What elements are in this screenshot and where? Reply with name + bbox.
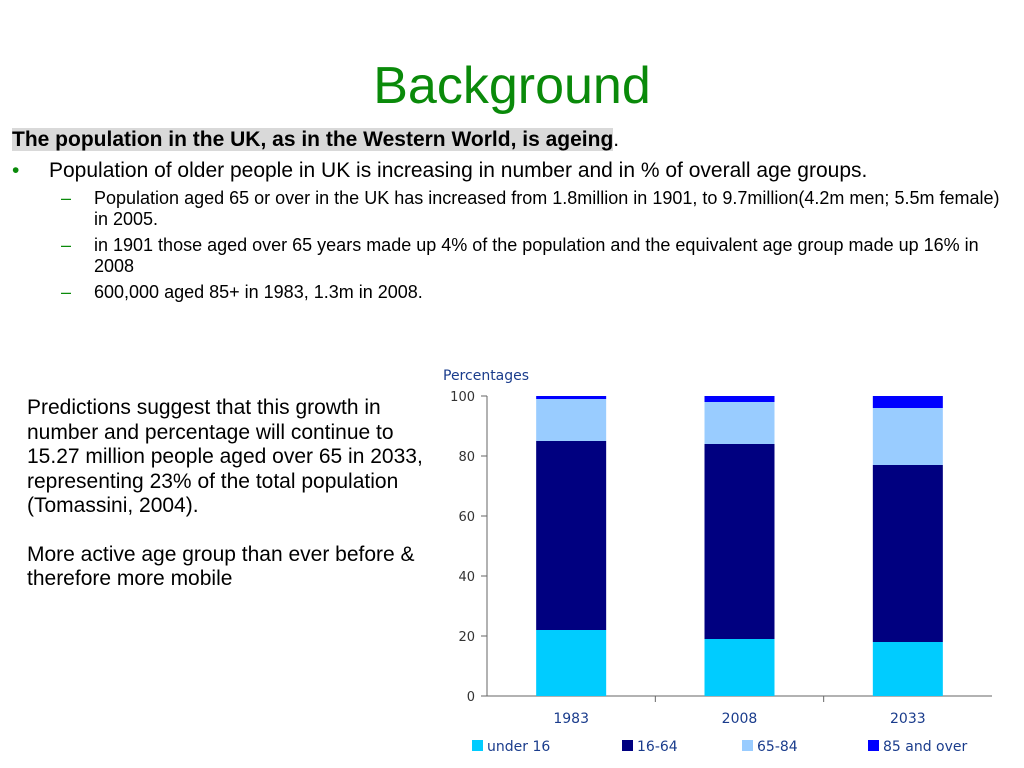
bar-segment <box>872 408 943 465</box>
sub-bullet-text: in 1901 those aged over 65 years made up… <box>94 235 979 276</box>
bullet-list: • Population of older people in UK is in… <box>12 159 1012 308</box>
y-tick-label: 20 <box>458 630 475 645</box>
bar-segment <box>704 639 775 696</box>
legend-label: under 16 <box>487 739 550 755</box>
bar-segment <box>536 399 607 441</box>
legend-label: 85 and over <box>883 739 968 755</box>
y-tick-label: 60 <box>458 510 475 525</box>
legend-label: 65-84 <box>757 739 798 755</box>
bar-segment <box>704 402 775 444</box>
sub-bullet-marker: – <box>61 188 72 208</box>
mobility-paragraph: More active age group than ever before &… <box>27 542 415 591</box>
bar-segment <box>536 630 607 696</box>
intro-highlight: The population in the UK, as in the West… <box>12 128 614 151</box>
y-axis-label: Percentages <box>443 368 529 384</box>
x-tick-label: 1983 <box>553 711 589 727</box>
sub-bullet-marker: – <box>61 282 72 302</box>
bar-segment <box>704 396 775 402</box>
prediction-paragraph: Predictions suggest that this growth in … <box>27 396 423 517</box>
bar-segment <box>872 642 943 696</box>
y-tick-label: 100 <box>450 390 475 405</box>
bar-segment <box>872 396 943 408</box>
bar-segment <box>536 441 607 630</box>
bullet-marker: • <box>12 159 20 182</box>
y-tick-label: 0 <box>467 690 475 705</box>
intro-suffix: . <box>613 128 620 151</box>
bar-segment <box>536 396 607 399</box>
bar-segment <box>704 444 775 639</box>
sub-bullet-item: – Population aged 65 or over in the UK ha… <box>49 188 1012 230</box>
sub-bullet-text: 600,000 aged 85+ in 1983, 1.3m in 2008. <box>94 282 423 302</box>
y-tick-label: 80 <box>458 450 475 465</box>
y-tick-label: 40 <box>458 570 475 585</box>
slide-title: Background <box>373 57 651 115</box>
sub-bullet-text: Population aged 65 or over in the UK has… <box>94 188 1000 229</box>
x-tick-label: 2008 <box>722 711 758 727</box>
sub-bullet-item: – in 1901 those aged over 65 years made u… <box>49 235 1012 277</box>
sub-bullet-marker: – <box>61 235 72 255</box>
bullet-text: Population of older people in UK is incr… <box>49 159 868 182</box>
side-text: Predictions suggest that this growth in … <box>27 396 437 616</box>
x-tick-label: 2033 <box>890 711 926 727</box>
legend-swatch <box>742 740 753 751</box>
intro-statement: The population in the UK, as in the West… <box>12 127 619 152</box>
legend-swatch <box>472 740 483 751</box>
population-chart: Percentages 0 20 40 60 80 100 1983 2008 2033 under… <box>443 368 992 755</box>
bullet-item: • Population of older people in UK is in… <box>12 159 1012 303</box>
legend-label: 16-64 <box>637 739 678 755</box>
legend-swatch <box>622 740 633 751</box>
bar-segment <box>872 465 943 642</box>
sub-bullet-item: – 600,000 aged 85+ in 1983, 1.3m in 2008. <box>49 282 1012 303</box>
legend-swatch <box>868 740 879 751</box>
sub-bullet-list: – Population aged 65 or over in the UK ha… <box>49 188 1012 303</box>
